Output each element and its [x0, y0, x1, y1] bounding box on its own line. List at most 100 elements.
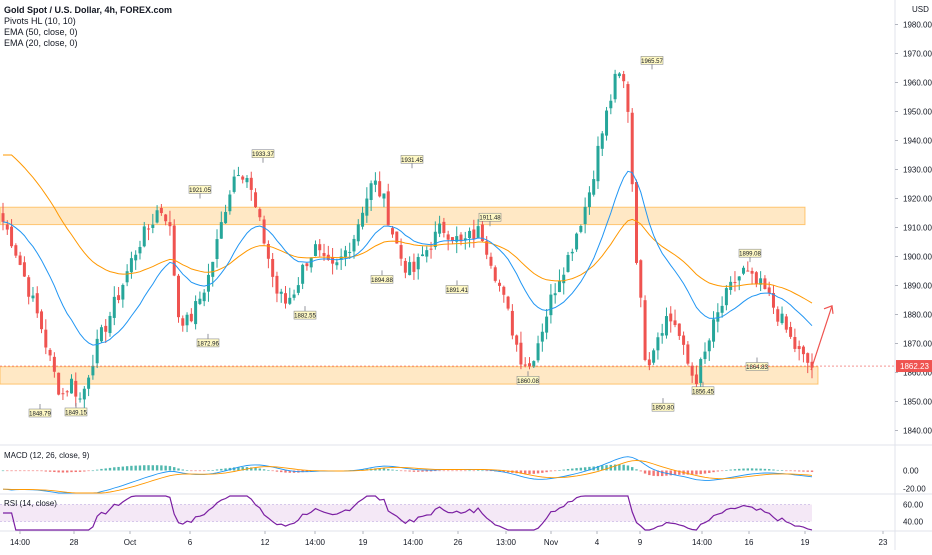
- candle-body: [716, 312, 720, 322]
- pivot-text: 1882.55: [294, 314, 316, 320]
- macd-hist-bar: [579, 467, 583, 471]
- pivot-text: 1921.05: [189, 188, 211, 194]
- candle-body: [677, 323, 681, 336]
- macd-hist-bar: [767, 469, 771, 471]
- macd-hist-bar: [125, 466, 129, 471]
- candle: [125, 264, 129, 287]
- candle: [138, 240, 142, 260]
- macd-hist-bar: [605, 465, 608, 471]
- candle: [104, 319, 108, 343]
- candle-body: [288, 297, 292, 304]
- resistance-zone: [0, 206, 806, 226]
- candle-body: [215, 239, 219, 259]
- candle-body: [759, 278, 763, 285]
- candle-body: [493, 267, 497, 281]
- candle-body: [159, 207, 163, 214]
- candle-body: [664, 316, 668, 336]
- macd-hist-bar: [451, 470, 454, 472]
- candle: [703, 342, 707, 364]
- macd-hist-bar: [173, 467, 176, 471]
- pivot-label: 1849.15: [64, 402, 88, 416]
- indicator-ema50[interactable]: EMA (50, close, 0): [4, 27, 78, 37]
- macd-hist-bar: [262, 469, 266, 471]
- candle: [129, 251, 133, 279]
- candle-body: [31, 295, 35, 299]
- candle: [348, 242, 352, 259]
- pivot-text: 1856.45: [692, 389, 714, 395]
- candle-body: [121, 284, 125, 300]
- rsi-band: [0, 504, 812, 522]
- indicator-pivots[interactable]: Pivots HL (10, 10): [4, 16, 76, 26]
- candle-body: [356, 224, 360, 242]
- pivot-label: 1911.48: [478, 212, 501, 227]
- candle-body: [519, 342, 523, 365]
- candle: [789, 321, 793, 339]
- candle-body: [108, 315, 112, 334]
- rsi-tick-label: 40.00: [903, 518, 924, 527]
- candle: [52, 352, 56, 378]
- macd-hist-bar: [40, 470, 43, 472]
- candle: [399, 238, 403, 266]
- candle: [412, 253, 416, 280]
- rsi-label: RSI (14, close): [4, 499, 57, 508]
- pivot-label: 1864.83: [745, 357, 769, 371]
- macd-hist-bar: [635, 469, 638, 471]
- pivot-text: 1933.37: [252, 152, 274, 158]
- candle: [121, 283, 125, 308]
- candle: [476, 219, 480, 239]
- indicator-ema20[interactable]: EMA (20, close, 0): [4, 38, 78, 48]
- symbol-title: Gold Spot / U.S. Dollar, 4h, FOREX.com: [4, 5, 173, 15]
- pivot-label: 1894.88: [370, 270, 394, 284]
- candle: [532, 360, 536, 368]
- macd-hist-bar: [789, 470, 792, 472]
- macd-hist-bar: [797, 470, 801, 472]
- candle-body: [40, 311, 44, 330]
- candle-body: [228, 194, 232, 212]
- macd-hist-bar: [378, 468, 381, 471]
- candle: [22, 256, 26, 277]
- candle-body: [442, 221, 446, 233]
- candle-body: [587, 192, 591, 208]
- candle-body: [74, 380, 78, 397]
- time-tick-label: 6: [188, 538, 193, 547]
- macd-hist-bar: [151, 465, 155, 471]
- ema20-line: [2, 170, 813, 346]
- candle: [682, 331, 686, 355]
- pivot-text: 1965.57: [641, 59, 663, 65]
- candle: [652, 348, 656, 365]
- macd-hist-bar: [601, 465, 604, 471]
- candle: [502, 285, 506, 303]
- macd-hist-bar: [36, 470, 39, 472]
- candle-body: [626, 84, 630, 112]
- candle-body: [643, 300, 647, 360]
- candle: [189, 308, 193, 323]
- candle: [515, 334, 519, 352]
- candle: [395, 231, 399, 244]
- candle: [776, 306, 780, 326]
- candle-body: [99, 327, 103, 342]
- macd-hist-bar: [656, 470, 660, 477]
- macd-hist-bar: [10, 470, 13, 472]
- macd-hist-bar: [746, 468, 749, 471]
- candle: [630, 108, 634, 192]
- candle-body: [194, 301, 198, 325]
- candles-group: [1, 69, 814, 408]
- candle-body: [429, 248, 433, 250]
- macd-hist-bar: [160, 465, 163, 471]
- macd-hist-bar: [31, 470, 35, 472]
- macd-hist-bar: [138, 465, 142, 471]
- candle-body: [301, 264, 305, 284]
- candle: [284, 286, 288, 309]
- candle: [498, 279, 502, 292]
- candle-body: [682, 335, 686, 345]
- candle-body: [498, 282, 502, 286]
- macd-hist-bar: [164, 465, 167, 471]
- macd-hist-bar: [806, 470, 809, 472]
- macd-signal-line: [3, 460, 813, 494]
- macd-hist-bar: [648, 470, 651, 476]
- macd-hist-bar: [181, 469, 184, 471]
- pivot-text: 1864.83: [746, 365, 768, 371]
- candle: [733, 271, 737, 292]
